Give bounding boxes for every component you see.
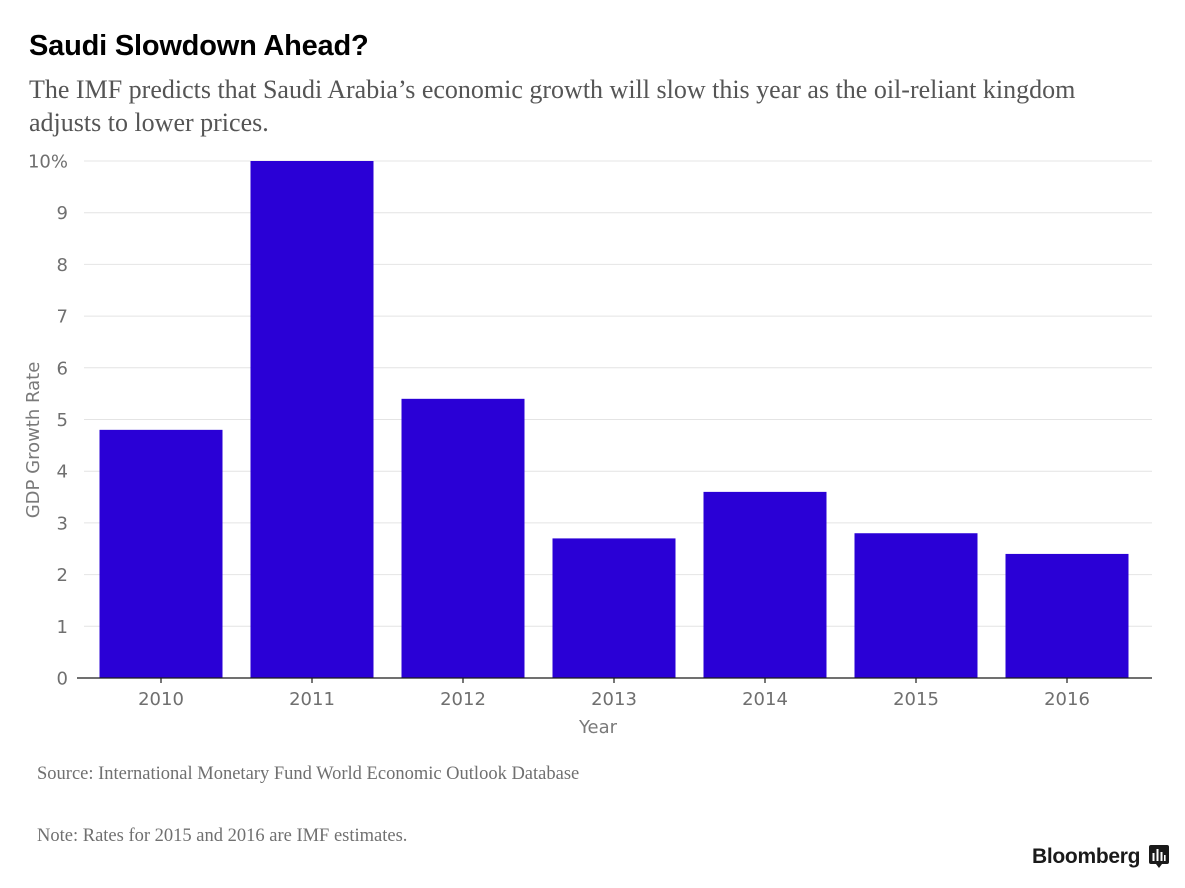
x-tick-label: 2016 [1044, 689, 1090, 710]
x-tick-label: 2015 [893, 689, 939, 710]
bloomberg-logo: Bloomberg [1032, 845, 1170, 869]
y-tick-label: 10% [28, 152, 68, 173]
y-axis-title: GDP Growth Rate [23, 362, 44, 519]
logo-text: Bloomberg [1032, 845, 1141, 868]
y-tick-label: 4 [57, 462, 68, 483]
y-tick-label: 1 [57, 617, 68, 638]
y-tick-label: 5 [57, 410, 68, 431]
x-axis-title: Year [578, 717, 618, 738]
bar-2015 [854, 533, 978, 678]
source-note: Source: International Monetary Fund Worl… [37, 764, 580, 784]
y-tick-label: 0 [57, 669, 68, 690]
y-tick-label: 3 [57, 513, 68, 534]
y-tick-label: 7 [57, 307, 68, 328]
x-tick-label: 2012 [440, 689, 486, 710]
y-axis-tick-labels: 0 1 2 3 4 5 6 7 8 9 10% [28, 152, 68, 690]
y-tick-label: 6 [57, 358, 68, 379]
x-tick-label: 2014 [742, 689, 788, 710]
bars [99, 161, 1129, 678]
bloomberg-chart-icon [1149, 845, 1170, 868]
x-tick-label: 2010 [138, 689, 184, 710]
bar-2010 [99, 429, 223, 678]
bar-2013 [552, 538, 676, 678]
x-tick-label: 2013 [591, 689, 637, 710]
y-tick-label: 8 [57, 255, 68, 276]
y-tick-label: 9 [57, 203, 68, 224]
chart-subtitle: The IMF predicts that Saudi Arabia’s eco… [29, 75, 1076, 137]
bar-2011 [250, 161, 374, 678]
y-tick-label: 2 [57, 565, 68, 586]
bar-2012 [401, 398, 525, 678]
bar-2016 [1005, 553, 1129, 678]
x-tick-label: 2011 [289, 689, 335, 710]
estimate-note: Note: Rates for 2015 and 2016 are IMF es… [37, 826, 408, 846]
bar-2014 [703, 491, 827, 678]
x-axis: 2010 2011 2012 2013 2014 2015 2016 [77, 677, 1152, 710]
chart-title: Saudi Slowdown Ahead? [29, 30, 369, 62]
